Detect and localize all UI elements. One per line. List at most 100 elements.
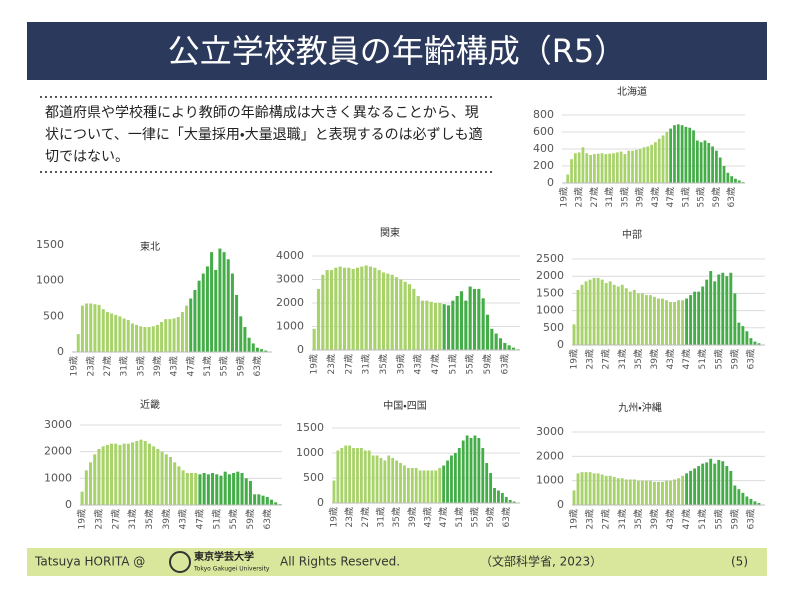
- bar: [511, 347, 516, 350]
- bar: [642, 147, 646, 183]
- bar: [464, 300, 468, 350]
- y-tick-label: 1000: [36, 274, 64, 287]
- x-tick-label: 51歳: [679, 187, 691, 207]
- bar: [661, 135, 665, 183]
- bar: [135, 441, 139, 505]
- x-tick-label: 47歳: [184, 356, 196, 376]
- bar: [193, 289, 197, 352]
- x-tick-label: 43歳: [649, 187, 661, 207]
- bar: [701, 286, 705, 345]
- bar: [654, 142, 657, 183]
- bar: [588, 472, 592, 505]
- bar: [255, 347, 259, 352]
- bar: [355, 267, 360, 350]
- logo-en: Tokyo Gakugei University: [193, 566, 270, 573]
- x-tick-label: 63歳: [251, 356, 263, 376]
- bar: [367, 450, 371, 503]
- x-tick-label: 19歳: [568, 509, 580, 529]
- x-tick-label: 43歳: [177, 509, 189, 529]
- x-tick-label: 59歳: [244, 509, 256, 529]
- y-tick-label: 1000: [536, 474, 564, 487]
- bar: [442, 465, 446, 503]
- bar: [669, 302, 672, 345]
- bar: [235, 294, 239, 352]
- y-tick-label: 0: [57, 345, 64, 358]
- bar: [336, 450, 340, 503]
- bar: [688, 127, 692, 183]
- bar: [636, 480, 640, 505]
- footer-source: （文部科学省, 2023）: [480, 554, 602, 569]
- y-tick-label: 1000: [296, 446, 324, 459]
- chart-title: 関東: [380, 226, 400, 239]
- bar: [592, 473, 596, 505]
- bar: [130, 323, 134, 352]
- bar: [485, 314, 490, 350]
- x-tick-label: 35歳: [632, 509, 644, 529]
- bar: [368, 266, 373, 350]
- bar: [416, 295, 420, 350]
- bar: [394, 277, 399, 350]
- x-tick-label: 39歳: [648, 509, 660, 529]
- bar: [734, 178, 737, 183]
- bar: [745, 496, 749, 505]
- x-tick-label: 23歳: [343, 507, 355, 527]
- x-tick-label: 55歳: [218, 356, 230, 376]
- bar: [636, 293, 640, 345]
- y-tick-label: 2500: [536, 252, 564, 265]
- bar: [407, 284, 412, 350]
- bar: [251, 343, 255, 352]
- bar: [494, 333, 498, 350]
- bar: [239, 316, 243, 352]
- bar: [673, 479, 676, 505]
- bar: [205, 266, 209, 352]
- bar: [198, 474, 202, 505]
- bar: [375, 455, 379, 503]
- header-bar: [27, 22, 767, 80]
- y-tick-label: 600: [533, 125, 554, 138]
- bar: [101, 446, 105, 505]
- x-tick-label: 47歳: [680, 349, 692, 369]
- bar: [438, 303, 442, 350]
- bar: [459, 291, 464, 350]
- bar: [620, 478, 624, 505]
- x-tick-label: 27歳: [101, 356, 113, 376]
- bar: [114, 314, 118, 352]
- bar: [84, 470, 88, 505]
- y-tick-label: 0: [557, 498, 564, 511]
- bar: [648, 480, 652, 505]
- bar: [105, 445, 109, 505]
- bar: [697, 466, 701, 505]
- bar: [504, 497, 508, 503]
- y-tick-label: 1500: [36, 238, 64, 251]
- bar: [657, 481, 660, 505]
- x-tick-label: 43歳: [664, 349, 676, 369]
- bar: [589, 154, 592, 183]
- bar: [695, 140, 699, 183]
- y-tick-label: 2000: [536, 449, 564, 462]
- bar: [500, 493, 504, 503]
- bar: [604, 283, 608, 345]
- x-tick-label: 43歳: [664, 509, 676, 529]
- bar: [481, 448, 485, 503]
- x-tick-label: 51歳: [696, 509, 708, 529]
- bar: [576, 473, 580, 505]
- bar: [451, 300, 455, 350]
- bar: [628, 291, 632, 345]
- bar: [395, 460, 399, 503]
- y-tick-label: 200: [533, 159, 554, 172]
- x-tick-label: 35歳: [390, 507, 402, 527]
- bar: [197, 280, 201, 352]
- bar: [457, 448, 461, 503]
- x-tick-label: 47歳: [437, 507, 449, 527]
- bar: [477, 438, 481, 503]
- bar: [185, 473, 189, 505]
- bar: [661, 298, 664, 345]
- bar: [329, 270, 334, 350]
- y-tick-label: 400: [533, 142, 554, 155]
- bar: [160, 322, 164, 352]
- bar: [446, 460, 449, 503]
- x-tick-label: 23歳: [584, 349, 596, 369]
- x-tick-label: 31歳: [118, 356, 130, 376]
- x-tick-label: 55歳: [712, 349, 724, 369]
- x-tick-label: 43歳: [421, 507, 433, 527]
